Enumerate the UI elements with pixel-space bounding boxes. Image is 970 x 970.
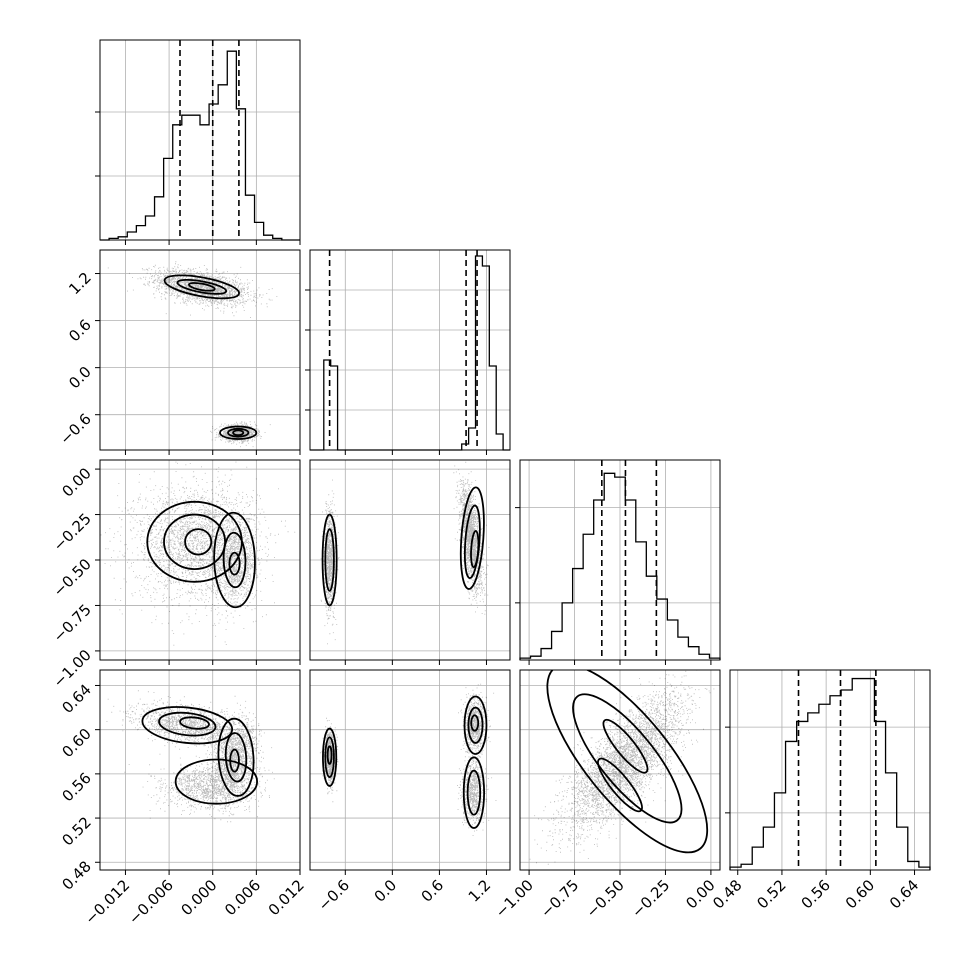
pair-1-0-contour-3 — [219, 425, 258, 440]
hist-panel-1-frame — [309, 249, 511, 451]
xtick-label-col1-0: −0.6 — [315, 876, 353, 914]
ytick-label-row1-2: 0.0 — [65, 363, 95, 393]
pair-3-2-samples — [529, 670, 715, 865]
histogram-2 — [519, 472, 721, 660]
pair-3-1-frame — [309, 669, 511, 871]
pair-2-1-contour-1 — [324, 528, 335, 592]
pair-3-0-contour-1 — [158, 711, 217, 737]
ytick-label-row3-3: 0.52 — [58, 813, 94, 849]
pair-1-0-contour-4 — [227, 427, 250, 438]
pair-2-0-contour-3 — [213, 511, 256, 609]
pair-3-0-contour-4 — [217, 717, 255, 797]
histogram-0 — [100, 50, 300, 241]
pair-3-2-contour-2 — [602, 718, 649, 774]
xtick-label-col0-3: 0.006 — [221, 876, 264, 919]
pair-3-0-samples — [106, 690, 275, 823]
pair-3-2-contour-3 — [597, 757, 643, 813]
pair-2-1-contour-4 — [470, 530, 480, 569]
pair-1-0-contour-5 — [232, 429, 245, 436]
xtick-label-col2-1: −0.75 — [537, 876, 582, 921]
xtick-label-col1-1: 0.0 — [371, 876, 401, 906]
pair-3-0-content — [100, 670, 300, 870]
ytick-label-row1-3: −0.6 — [56, 410, 94, 448]
pair-3-0-contour-3 — [174, 758, 258, 805]
pair-3-1-contour-6 — [462, 756, 486, 829]
pair-3-0-bg — [100, 670, 300, 870]
pair-3-1-contour-7 — [466, 769, 482, 816]
pair-3-1-contour-5 — [470, 714, 480, 732]
pair-1-0-content — [100, 250, 300, 450]
pair-2-1-contour-3 — [463, 504, 481, 579]
pair-1-0-contour-0 — [163, 274, 240, 300]
xtick-label-col0-4: 0.012 — [265, 876, 308, 919]
pair-2-0-contour-4 — [222, 531, 247, 589]
xtick-label-col3-1: 0.52 — [753, 876, 789, 912]
ytick-label-row2-2: −0.50 — [50, 555, 95, 600]
xtick-label-col3-2: 0.56 — [798, 876, 834, 912]
ytick-label-row3-1: 0.60 — [58, 725, 94, 761]
ytick-label-row1-0: 1.2 — [65, 269, 95, 299]
hist-panel-0-frame — [99, 39, 301, 241]
pair-3-0-frame — [99, 669, 301, 871]
xtick-label-col1-3: 1.2 — [465, 876, 495, 906]
xtick-label-col0-0: −0.012 — [81, 876, 133, 928]
pair-3-1-contour-1 — [324, 736, 335, 779]
xtick-label-col2-0: −1.00 — [492, 876, 537, 921]
xtick-label-col2-3: −0.25 — [628, 876, 673, 921]
pair-2-1-content — [310, 460, 510, 660]
xtick-label-col3-4: 0.64 — [886, 876, 922, 912]
pair-1-0-frame — [99, 249, 301, 451]
pair-3-2-content — [520, 670, 720, 870]
pair-3-1-samples — [319, 683, 497, 836]
pair-2-1-contour-0 — [321, 513, 338, 607]
pair-3-1-contour-0 — [322, 727, 338, 787]
pair-3-0-contour-5 — [224, 732, 248, 783]
pair-3-1-contour-4 — [467, 706, 484, 744]
xtick-label-col0-2: 0.000 — [177, 876, 220, 919]
pair-3-2-contour-1 — [572, 693, 683, 824]
pair-2-1-frame — [309, 459, 511, 661]
xtick-label-col2-2: −0.50 — [583, 876, 628, 921]
pair-3-0-contour-2 — [179, 716, 210, 730]
pair-1-0-contour-2 — [188, 282, 216, 292]
hist-panel-1-bg — [310, 250, 510, 450]
pair-2-0-contour-5 — [228, 551, 241, 576]
pair-3-1-contour-3 — [463, 695, 488, 755]
pair-3-0-contour-6 — [229, 748, 240, 773]
hist-panel-0-bg — [100, 40, 300, 240]
pair-3-0-contour-0 — [141, 706, 234, 745]
xtick-label-col0-1: −0.006 — [125, 876, 177, 928]
pair-2-1-contour-2 — [459, 486, 485, 590]
pair-1-0-contour-1 — [176, 278, 228, 295]
pair-3-1-bg — [310, 670, 510, 870]
ytick-label-row3-2: 0.56 — [58, 769, 94, 805]
ytick-label-row2-3: −0.75 — [50, 601, 95, 646]
pair-2-0-contour-2 — [184, 528, 213, 556]
pair-3-1-content — [310, 670, 510, 870]
ytick-label-row2-0: 0.00 — [58, 464, 94, 500]
xtick-label-col1-2: 0.6 — [418, 876, 448, 906]
histogram-3 — [729, 677, 931, 870]
hist-panel-3-frame — [729, 669, 931, 871]
pair-3-2-contour-0 — [546, 670, 709, 854]
ytick-label-row2-1: −0.25 — [50, 510, 95, 555]
ytick-label-row3-4: 0.48 — [58, 857, 94, 893]
xtick-label-col3-3: 0.60 — [842, 876, 878, 912]
pair-2-0-content — [100, 460, 300, 660]
ytick-label-row2-4: −1.00 — [50, 646, 95, 691]
pair-1-0-samples — [107, 261, 278, 448]
pair-3-1-contour-2 — [326, 745, 333, 765]
ytick-label-row1-1: 0.6 — [65, 316, 95, 346]
xtick-label-col3-0: 0.48 — [709, 876, 745, 912]
